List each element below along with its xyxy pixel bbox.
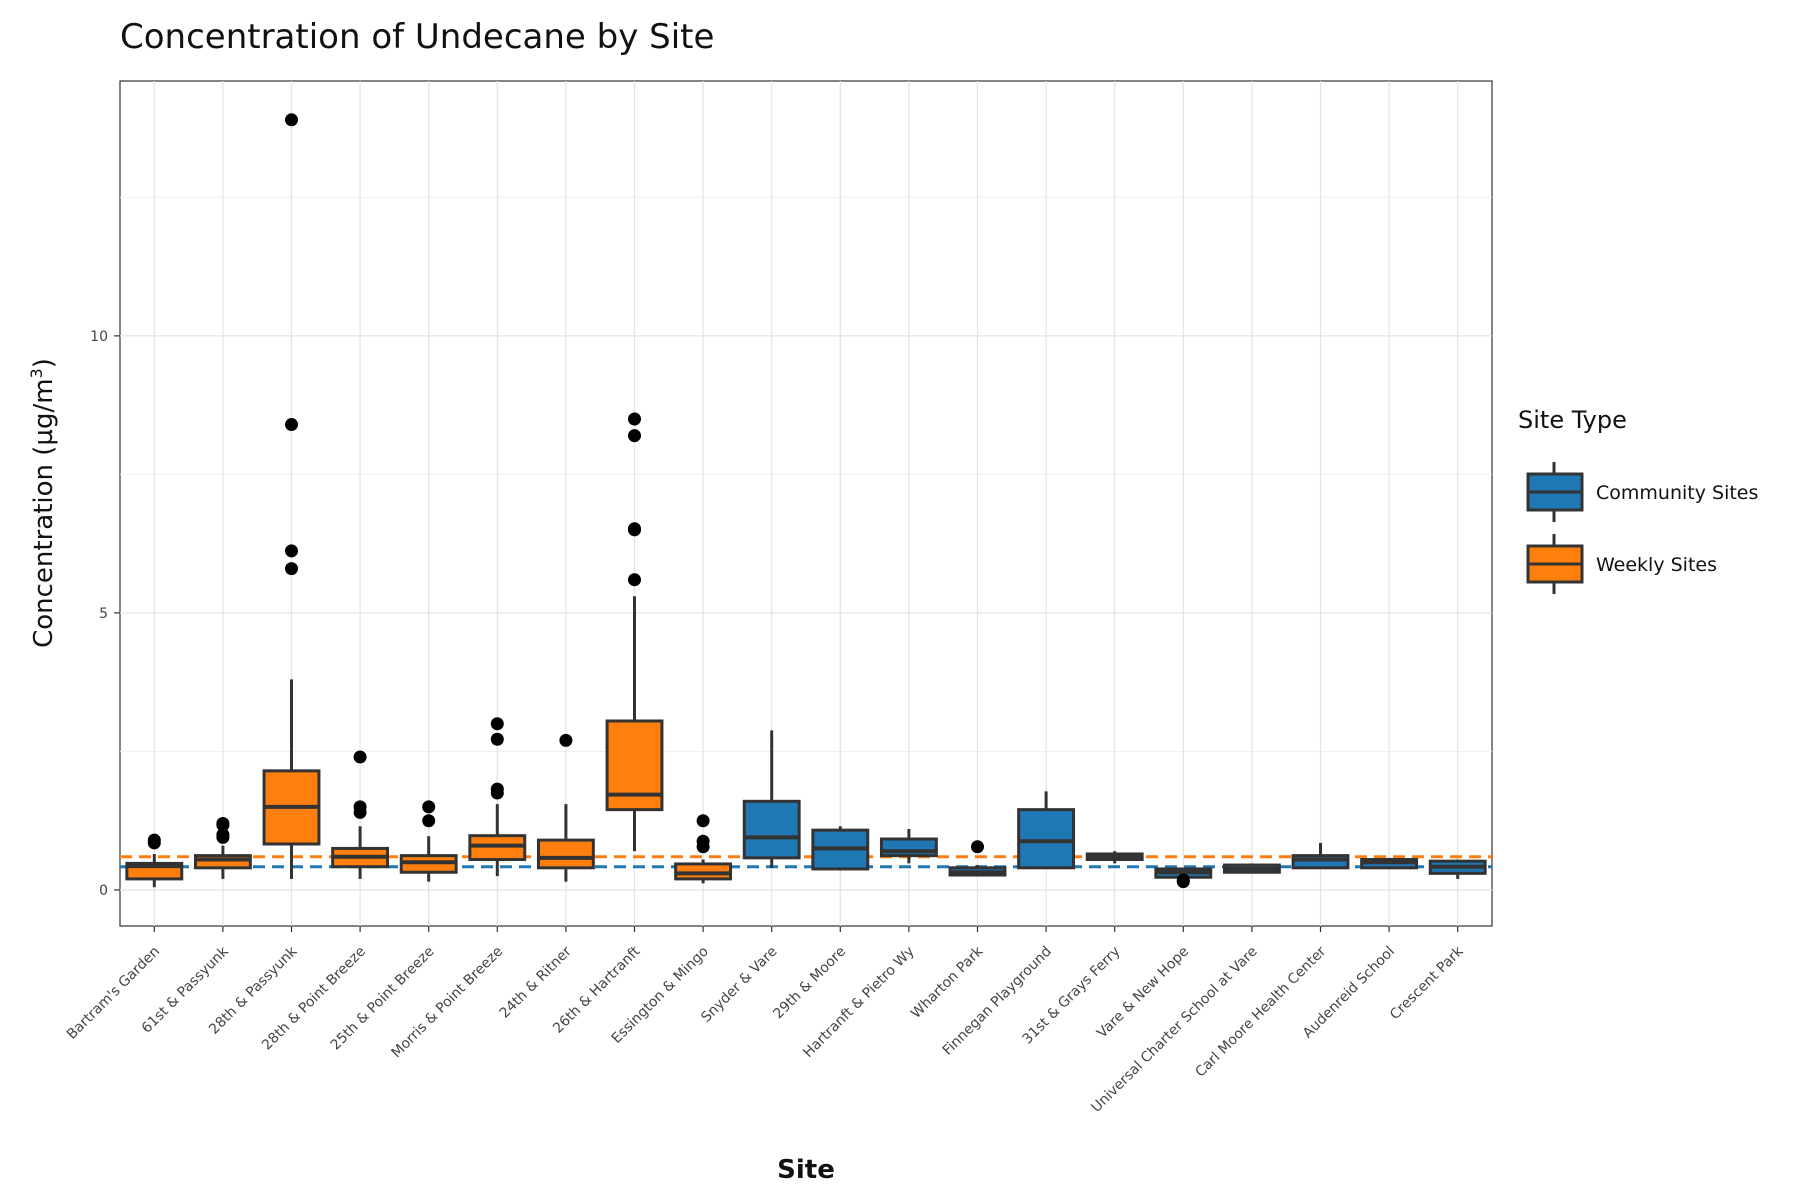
outlier-point [285,113,298,127]
outlier-point [628,522,641,536]
outlier-point [628,412,641,426]
x-tick-label: Hartranft & Pietro Wy [800,944,917,1061]
boxplot-crescent-park [1428,859,1487,879]
outlier-point [490,732,504,746]
x-tick-label: Wharton Park [908,943,987,1022]
boxplot-25th-point-breeze [399,800,458,882]
legend-item-community-sites: Community Sites [1526,462,1758,522]
boxplot-bartram-s-garden [125,833,184,888]
x-tick-label: Crescent Park [1387,943,1467,1023]
outlier-point [147,833,161,847]
legend-label-weekly-sites: Weekly Sites [1596,554,1717,576]
boxplot-morris-point-breeze [468,717,527,877]
boxplot-29th-moore [811,826,870,871]
legend-title: Site Type [1518,406,1627,434]
legend-label-community-sites: Community Sites [1596,482,1758,504]
plot-panel [119,80,1493,927]
y-tick-label: 5 [99,606,108,622]
outlier-point [971,840,984,854]
x-axis-title: Site [777,1155,835,1185]
boxplot-wharton-park [948,840,1007,877]
outlier-point [353,750,367,764]
y-axis-ticks: 0 5 10 [90,329,120,899]
y-axis-title: Concentration (µg/m3) [27,358,59,648]
box [742,799,801,860]
box [536,838,595,870]
outlier-point [696,834,710,848]
boxplot-24th-ritner [536,733,595,882]
boxplot-finnegan-playground [1017,791,1076,870]
outlier-point [216,816,230,830]
outlier-point [216,828,230,842]
boxplot-audenreid-school [1360,857,1419,870]
outlier-point [285,562,298,576]
boxplot-snyder-vare [742,730,801,868]
outlier-point [422,800,436,814]
boxplot-carl-moore-health-center [1291,842,1350,870]
outlier-point [628,429,641,443]
x-tick-label: 24th & Ritner [497,943,575,1021]
boxplot-28th-point-breeze [331,750,390,879]
x-tick-label: Carl Moore Health Center [1192,943,1329,1080]
boxplot-28th-passyunk [262,113,321,879]
boxplot-26th-hartranft [605,412,664,852]
boxplot-31st-grays-ferry [1085,851,1144,864]
outlier-point [559,733,573,747]
x-tick-label: 29th & Moore [770,944,849,1023]
boxplot-universal-charter-school-at-vare [1222,863,1281,874]
y-tick-label: 0 [99,883,108,899]
outlier-point [490,782,504,796]
box [1017,808,1076,870]
y-tick-label: 10 [90,329,108,345]
outlier-point [353,800,367,814]
legend-item-weekly-sites: Weekly Sites [1526,534,1717,594]
boxplot-essington-mingo [674,814,733,884]
y-axis-title-superscript: 3 [27,368,46,378]
outlier-point [422,814,436,828]
boxplot-61st-passyunk [193,816,252,879]
outlier-point [696,814,710,828]
outlier-point [490,717,504,731]
gridlines [120,81,1492,926]
boxplot-hartranft-pietro-wy [879,829,938,864]
legend: Site Type Community Sites Weekly Sites [1518,406,1758,594]
chart-title: Concentration of Undecane by Site [120,17,714,57]
reference-lines [120,855,1492,869]
outlier-point [628,573,641,587]
outlier-point [285,544,298,558]
box [1291,854,1350,870]
boxplot-vare-new-hope [1154,867,1213,889]
outlier-point [1176,873,1190,887]
outlier-point [285,418,298,432]
x-tick-label: Morris & Point Breeze [388,944,506,1062]
box [193,854,252,870]
boxplots [125,113,1487,889]
